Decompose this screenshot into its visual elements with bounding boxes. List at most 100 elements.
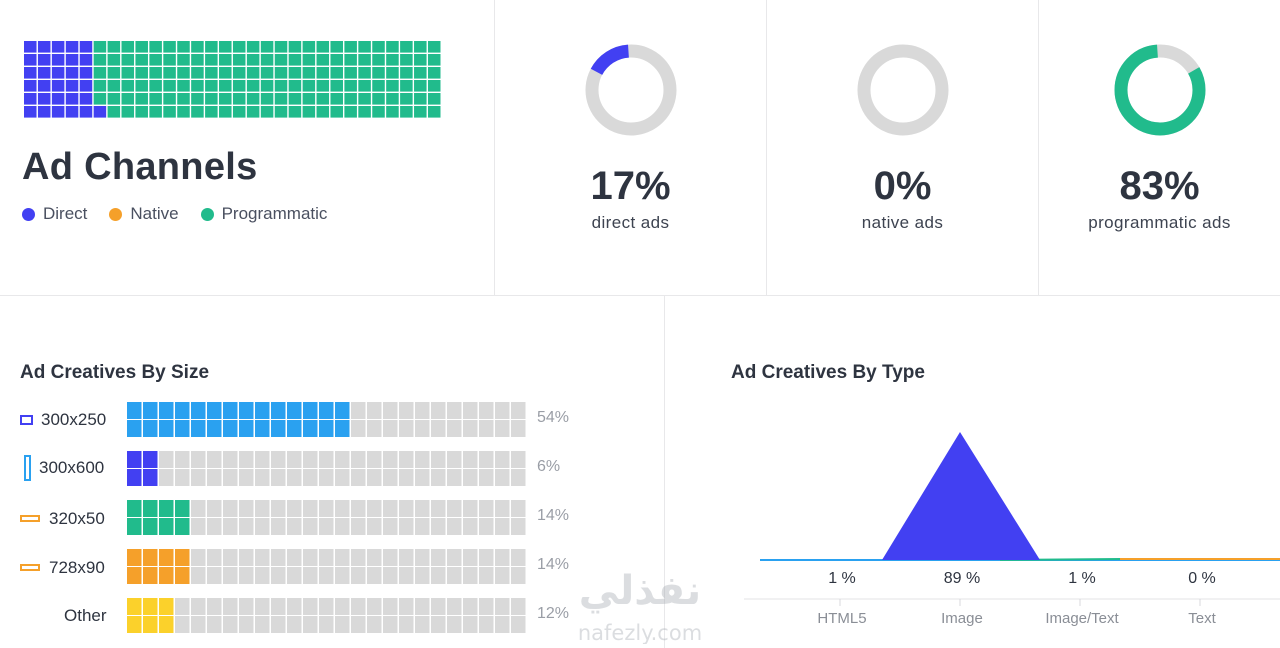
legend-item-direct[interactable]: Direct [22,204,87,224]
waffle-cell [51,106,65,118]
size-bar-cell [399,616,414,633]
size-bar-cell [143,451,158,468]
size-bar-cell [271,616,286,633]
size-bar-cell [223,500,238,517]
waffle-cell [316,67,330,79]
waffle-cell [163,54,176,66]
size-bar-cell [287,518,302,535]
size-bar-cell [191,402,206,419]
waffle-cell [24,54,37,66]
waffle-cell [386,106,399,118]
waffle-cell [219,41,232,53]
size-bar-other [127,598,526,633]
size-bar-cell [351,420,366,437]
size-bar-cell [335,616,350,633]
size-bar-cell [287,567,302,584]
size-bar-cell [255,616,270,633]
waffle-cell [219,80,232,92]
size-bar-cell [399,451,414,468]
size-bar-cell [511,500,526,517]
waffle-cell [51,54,65,66]
kpi-programmatic: 83% programmatic ads [1039,0,1280,295]
kpi-label-programmatic: programmatic ads [1088,213,1231,232]
size-bar-cell [335,420,350,437]
size-bar-cell [463,451,478,468]
waffle-cell [288,41,302,53]
waffle-cell [79,93,93,105]
waffle-cell [135,106,148,118]
waffle-cell [288,54,302,66]
waffle-cell [372,67,385,79]
size-bar-cell [207,598,222,615]
size-bar-cell [351,469,366,486]
size-bar-cell [415,469,430,486]
size-bar-cell [367,469,382,486]
waffle-cell [232,41,246,53]
size-bar-cell [415,402,430,419]
waffle-cell [79,106,93,118]
size-bar-cell [399,500,414,517]
value-label: 0 % [1188,570,1216,587]
size-bar-cell [287,549,302,566]
waffle-cell [37,80,51,92]
size-bar-cell [479,518,494,535]
size-bar-cell [207,451,222,468]
waffle-cell [288,67,302,79]
size-bar-cell [239,567,254,584]
waffle-cell [121,67,135,79]
size-bar-cell [447,616,462,633]
waffle-cell [135,67,148,79]
legend-label-programmatic: Programmatic [221,204,328,223]
size-bar-cell [191,420,206,437]
waffle-cell [24,41,37,53]
legend-item-programmatic[interactable]: Programmatic [200,204,328,224]
waffle-cell [219,67,232,79]
waffle-cell [427,67,441,79]
waffle-cell [302,80,316,92]
waffle-cell [191,67,204,79]
waffle-cell [344,106,357,118]
value-label: 1 % [1068,570,1096,587]
waffle-cell [37,106,51,118]
size-bar-cell [431,518,446,535]
legend-item-native[interactable]: Native [109,204,179,224]
size-bar-cell [431,402,446,419]
waffle-cell [246,67,260,79]
size-bar-cell [351,616,366,633]
size-bar-cell [191,616,206,633]
waffle-cell [135,93,148,105]
size-bar-cell [207,420,222,437]
size-bar-cell [431,567,446,584]
size-bar-cell [511,616,526,633]
size-bar-cell [239,420,254,437]
waffle-cell [177,93,190,105]
size-bar-cell [447,518,462,535]
waffle-cell [330,106,343,118]
waffle-cell [24,67,37,79]
size-bar-cell [143,598,158,615]
waffle-cell [135,41,148,53]
size-bar-cell [367,500,382,517]
waffle-cell [330,80,343,92]
waffle-cell [232,93,246,105]
size-bar-cell [127,518,142,535]
waffle-cell [386,67,399,79]
size-bar-cell [191,598,206,615]
legend-label-native: Native [130,204,179,223]
waffle-cell [232,80,246,92]
size-bar-cell [255,469,270,486]
size-bar-cell [127,500,142,517]
size-bar-cell [175,469,190,486]
divider [494,0,495,295]
size-bar-cell [431,469,446,486]
size-bar-cell [223,549,238,566]
waffle-cell [358,80,371,92]
size-bar-cell [143,402,158,419]
size-bar-cell [143,567,158,584]
kpi-value-programmatic: 83% [1119,164,1200,208]
size-bar-cell [399,518,414,535]
waffle-cell [344,41,357,53]
size-bar-cell [127,567,142,584]
waffle-cell [163,93,176,105]
waffle-cell [274,93,288,105]
